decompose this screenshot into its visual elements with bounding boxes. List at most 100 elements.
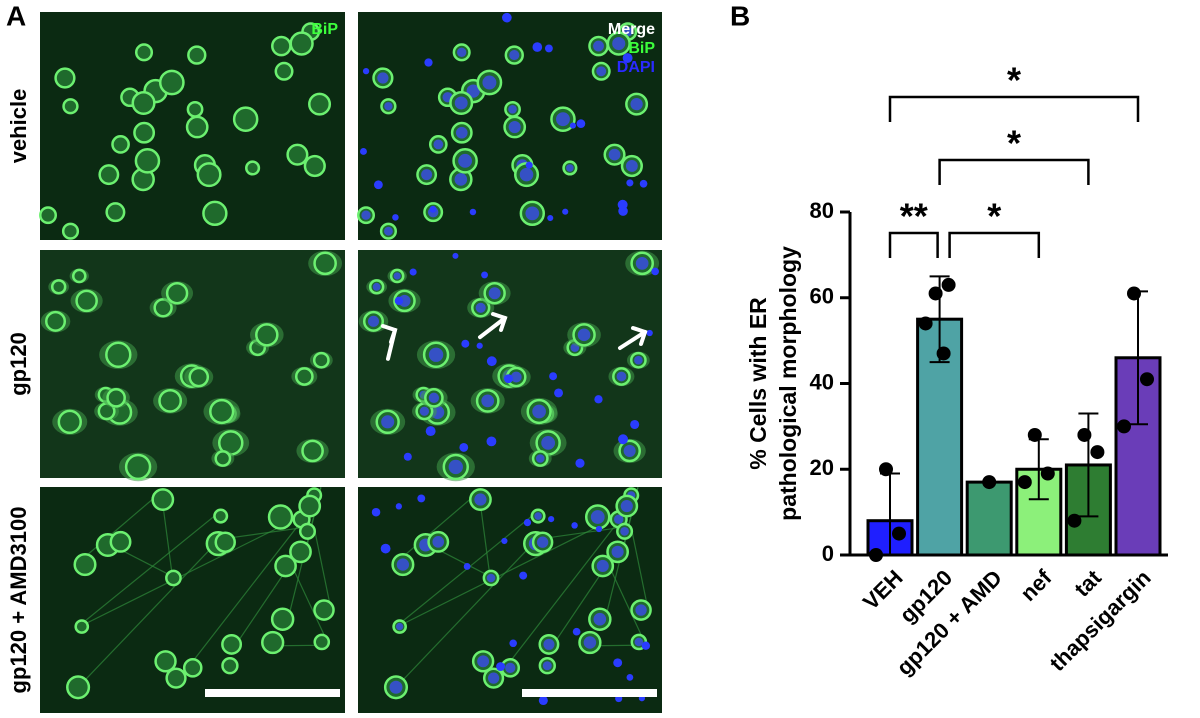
cell xyxy=(188,366,210,388)
data-point xyxy=(1067,513,1082,528)
nucleus xyxy=(454,173,468,186)
arrow-head xyxy=(381,324,398,344)
cell xyxy=(274,61,294,81)
nucleus xyxy=(547,214,554,222)
cell xyxy=(54,67,76,89)
y-tick-label: 80 xyxy=(810,198,834,223)
nucleus xyxy=(474,493,487,506)
nucleus xyxy=(596,66,607,77)
nucleus xyxy=(496,662,506,672)
cell xyxy=(73,553,97,577)
nucleus xyxy=(367,315,380,327)
cell xyxy=(209,398,235,425)
nucleus xyxy=(377,72,389,84)
cell xyxy=(202,200,228,227)
neurite xyxy=(396,491,480,563)
nucleus xyxy=(476,342,483,349)
cell xyxy=(182,658,203,678)
arrow-head xyxy=(491,312,508,332)
cell xyxy=(255,323,279,347)
data-point xyxy=(1140,372,1154,387)
nucleus xyxy=(549,372,558,381)
nucleus xyxy=(593,40,604,52)
nucleus xyxy=(488,287,501,300)
cell xyxy=(303,154,326,178)
nucleus xyxy=(486,573,496,583)
nucleus xyxy=(448,459,463,475)
neurite xyxy=(536,525,632,540)
cell xyxy=(187,45,207,65)
cell xyxy=(165,667,187,689)
neurite xyxy=(71,538,221,695)
nucleus xyxy=(634,355,643,365)
cell xyxy=(154,650,177,673)
nucleus xyxy=(486,356,497,367)
neurite xyxy=(393,512,625,630)
neurite xyxy=(219,525,314,540)
nucleus xyxy=(508,120,521,134)
cell xyxy=(301,439,324,463)
cell xyxy=(111,135,130,154)
nucleus xyxy=(421,169,433,181)
channel-label: BiP xyxy=(628,40,655,57)
y-axis-label: pathological morphology xyxy=(775,246,801,521)
nucleus xyxy=(620,499,633,513)
panel-label: A xyxy=(6,0,26,31)
y-axis-label: % Cells with ER xyxy=(745,297,771,470)
bar-chart: 0 20 40 60 80 % Cells with ER pathological mor… xyxy=(745,60,1168,680)
significance-bracket xyxy=(888,95,1140,122)
nucleus xyxy=(371,507,381,517)
nucleus xyxy=(501,537,508,545)
x-tick-label: nef xyxy=(1015,564,1056,605)
neurite xyxy=(233,563,292,649)
nucleus xyxy=(613,514,624,525)
cell xyxy=(158,388,183,413)
channel-label: Merge xyxy=(608,21,655,38)
significance-label: * xyxy=(1007,123,1021,164)
nucleus xyxy=(639,179,648,188)
nucleus xyxy=(576,119,586,129)
nucleus xyxy=(626,179,634,187)
nucleus xyxy=(626,673,634,681)
cell xyxy=(153,298,173,318)
nucleus xyxy=(487,672,500,684)
nucleus xyxy=(542,661,552,671)
data-point xyxy=(1117,419,1131,434)
nucleus xyxy=(429,205,437,213)
bar xyxy=(965,480,1013,557)
cell xyxy=(286,143,309,166)
data-point xyxy=(982,475,997,490)
cell xyxy=(271,35,292,57)
cell xyxy=(245,160,261,176)
nucleus xyxy=(463,563,471,570)
cell xyxy=(221,633,243,655)
nucleus xyxy=(613,658,623,668)
nucleus xyxy=(486,436,497,447)
cell xyxy=(165,569,182,587)
row-label: gp120 xyxy=(6,332,31,396)
nucleus xyxy=(481,394,495,408)
cell xyxy=(308,92,332,116)
data-point xyxy=(941,277,956,292)
cell xyxy=(62,98,79,115)
nucleus xyxy=(593,612,607,626)
nucleus xyxy=(428,347,444,362)
nucleus xyxy=(425,426,436,437)
nucleus xyxy=(595,525,603,533)
cell xyxy=(289,31,314,56)
significance-label: ** xyxy=(900,196,928,237)
nucleus xyxy=(510,371,522,383)
cell xyxy=(39,206,58,225)
nucleus xyxy=(394,296,404,306)
arrow xyxy=(618,330,647,350)
arrow xyxy=(478,316,507,340)
cell xyxy=(186,100,204,118)
y-tick-label: 40 xyxy=(810,369,834,394)
cell xyxy=(158,69,185,96)
nucleus xyxy=(583,636,597,649)
cell xyxy=(45,310,67,332)
cell xyxy=(261,630,285,655)
nucleus xyxy=(508,105,517,114)
nucleus xyxy=(392,214,399,221)
